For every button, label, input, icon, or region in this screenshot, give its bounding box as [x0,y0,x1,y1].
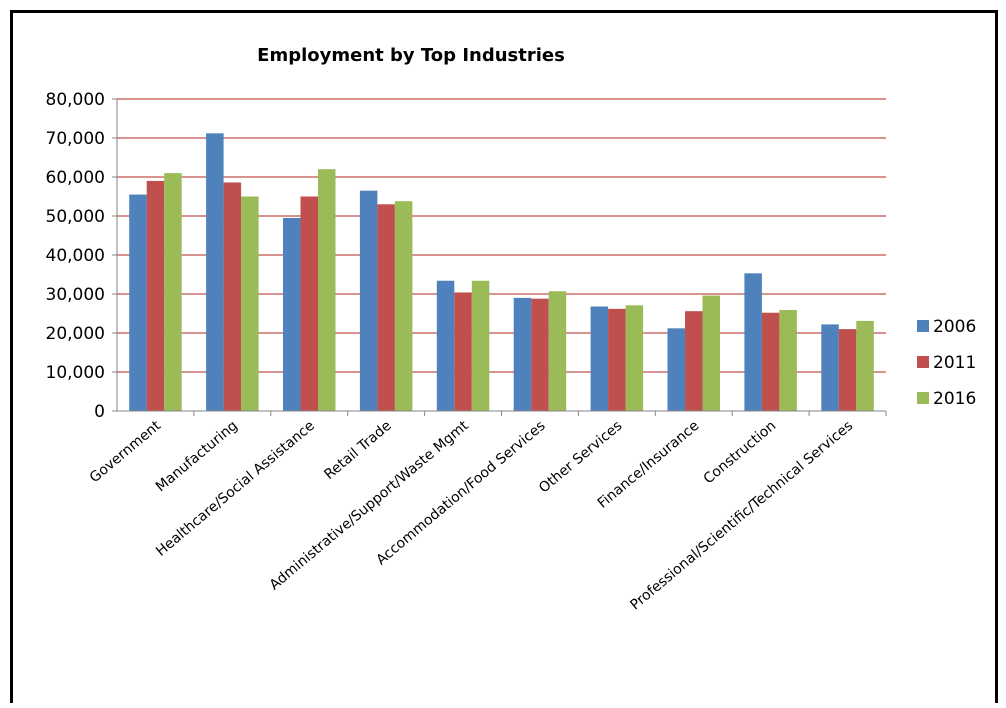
y-tick-label: 20,000 [46,324,105,344]
x-tick-label: Government [87,417,165,486]
legend-label: 2016 [933,389,976,409]
chart-frame: Employment by Top Industries 0 10,000 20,0… [10,10,998,703]
x-tick-label: Healthcare/Social Assistance [153,418,318,560]
y-tick-label: 50,000 [46,207,105,227]
bar-2006 [206,133,224,411]
bar-2011 [377,204,395,411]
y-tick-label: 60,000 [46,168,105,188]
y-tick-label: 70,000 [46,129,105,149]
x-tick-label: Accommodation/Food Services [373,418,548,569]
bar-2016 [471,280,490,411]
bar-2011 [223,182,242,411]
bar-2016 [164,173,182,411]
y-tick-labels: 0 10,000 20,000 30,000 40,000 50,000 60,000 70,… [46,90,105,422]
bar-2016 [856,320,874,411]
bar-2011 [531,298,549,411]
bar-2006 [667,328,685,411]
chart-title: Employment by Top Industries [257,45,565,66]
x-tick-label: Construction [701,418,780,488]
bar-2006 [590,306,609,411]
bar-2006 [283,217,301,411]
bar-2011 [146,180,165,411]
y-tick-label: 80,000 [46,90,105,110]
legend-label: 2011 [933,353,976,373]
bar-2016 [625,305,644,411]
bar-2006 [821,324,839,411]
bar-2016 [548,291,567,411]
legend-swatch-2011 [917,356,929,368]
bar-2016 [702,295,720,411]
y-tick-label: 30,000 [46,285,105,305]
bar-2006 [744,273,762,411]
bar-2006 [513,297,532,411]
bar-2006 [436,280,455,411]
bar-2011 [300,196,318,411]
bar-chart: Employment by Top Industries 0 10,000 20,0… [46,45,977,613]
bar-2011 [838,329,857,411]
legend: 2006 2011 2016 [917,317,976,409]
legend-label: 2006 [933,317,976,337]
y-tick-label: 10,000 [46,363,105,383]
bar-2016 [318,169,336,411]
bar-2011 [608,308,626,411]
bars [129,133,874,411]
bar-2016 [394,201,413,411]
legend-swatch-2016 [917,392,929,404]
bar-2016 [241,196,259,411]
legend-swatch-2006 [917,320,929,332]
x-tick-label: Retail Trade [321,418,394,483]
bar-2006 [129,194,147,411]
bar-2011 [454,292,472,411]
x-tick-labels: GovernmentManufacturingHealthcare/Social… [87,417,856,613]
bar-2016 [779,309,797,411]
bar-2006 [359,190,378,411]
bar-2011 [761,312,780,411]
y-tick-label: 0 [94,402,105,422]
axes [112,98,887,416]
bar-2011 [685,311,703,411]
y-tick-label: 40,000 [46,246,105,266]
